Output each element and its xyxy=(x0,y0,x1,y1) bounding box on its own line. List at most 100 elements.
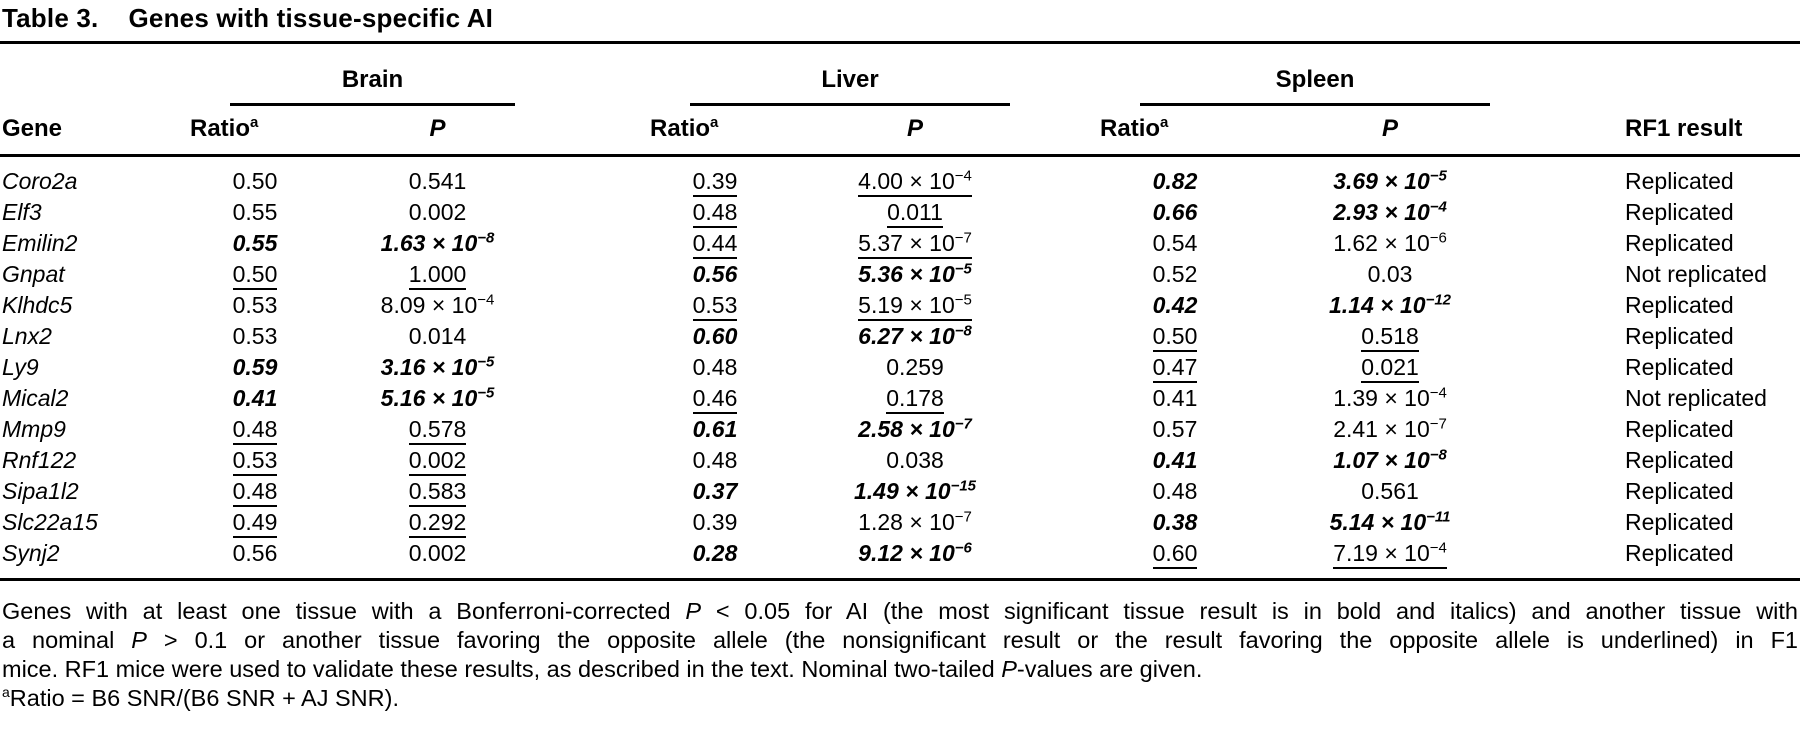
table-row: Mmp9 0.48 0.578 0.61 2.58 × 10−7 0.57 2.41 × 1… xyxy=(0,414,1800,445)
gene-cell: Mical2 xyxy=(2,385,69,411)
gene-cell: Slc22a15 xyxy=(2,509,98,535)
p-value-cell: 3.16 × 10−5 xyxy=(380,353,495,380)
spacer-cell xyxy=(1530,352,1560,383)
rf1-cell: Replicated xyxy=(1625,292,1734,318)
table-body: Coro2a 0.50 0.541 0.39 4.00 × 10−4 0.82 3.69 ×… xyxy=(0,156,1800,581)
ratio-cell: 0.52 xyxy=(1152,261,1198,287)
spacer-cell xyxy=(1530,290,1560,321)
table-row: Synj2 0.56 0.002 0.28 9.12 × 10−6 0.60 7.19 × … xyxy=(0,538,1800,581)
ratio-cell: 0.55 xyxy=(232,230,278,256)
spacer-cell xyxy=(1050,290,1100,321)
p-value-cell: 0.541 xyxy=(408,168,467,194)
footnote-line: mice. RF1 mice were used to validate the… xyxy=(2,656,1203,682)
table-row: Sipa1l2 0.48 0.583 0.37 1.49 × 10−15 0.48 0.56… xyxy=(0,476,1800,507)
spacer-cell xyxy=(1530,476,1560,507)
p-value-cell: 0.578 xyxy=(320,414,555,445)
p-value-cell: 0.002 xyxy=(408,199,467,225)
p-value-cell: 5.36 × 10−5 xyxy=(858,260,972,287)
rf1-cell: Replicated xyxy=(1560,538,1800,581)
rf1-cell: Replicated xyxy=(1625,447,1734,473)
gene-cell: Rnf122 xyxy=(2,447,77,473)
p-value-cell: 0.518 xyxy=(1250,321,1530,352)
spacer-cell xyxy=(555,414,650,445)
rf1-cell: Replicated xyxy=(1625,230,1734,256)
spacer-cell xyxy=(1530,414,1560,445)
spacer-cell xyxy=(555,383,650,414)
ratio-cell: 0.46 xyxy=(650,383,780,414)
spacer-cell xyxy=(1050,507,1100,538)
rf1-cell: Replicated xyxy=(1625,478,1734,504)
rf1-cell: Not replicated xyxy=(1625,385,1767,411)
spacer-cell xyxy=(555,507,650,538)
spacer-cell xyxy=(1050,321,1100,352)
rf1-cell: Replicated xyxy=(1625,509,1734,535)
p-value-cell: 6.27 × 10−8 xyxy=(858,322,972,349)
ratio-cell: 0.53 xyxy=(190,445,320,476)
ratio-cell: 0.60 xyxy=(1100,538,1251,581)
ratio-cell: 0.66 xyxy=(1152,199,1198,225)
rf1-cell: Replicated xyxy=(1625,199,1734,225)
p-value-cell: 1.62 × 10−6 xyxy=(1333,229,1447,256)
spacer-cell xyxy=(1050,259,1100,290)
ratio-cell: 0.61 xyxy=(692,416,738,442)
ratio-cell: 0.39 xyxy=(692,509,738,535)
ratio-cell: 0.48 xyxy=(692,447,738,473)
spacer-cell xyxy=(1530,445,1560,476)
ratio-cell: 0.50 xyxy=(190,259,320,290)
ratio-cell: 0.37 xyxy=(692,478,738,504)
table-title-text: Genes with tissue-specific AI xyxy=(128,3,494,33)
spacer-cell xyxy=(1530,259,1560,290)
p-value-cell: 5.19 × 10−5 xyxy=(780,290,1050,321)
ratio-cell: 0.48 xyxy=(692,354,738,380)
rf1-cell: Replicated xyxy=(1625,354,1734,380)
p-value-cell: 0.038 xyxy=(886,447,944,473)
p-value-cell: 8.09 × 10−4 xyxy=(380,291,495,318)
spacer-cell xyxy=(1050,156,1100,198)
spacer-cell xyxy=(555,445,650,476)
gene-cell: Synj2 xyxy=(0,538,190,581)
p-value-cell: 0.561 xyxy=(1361,478,1419,504)
tissue-header-brain: Brain xyxy=(230,66,516,106)
footnote-line: aRatio = B6 SNR/(B6 SNR + AJ SNR). xyxy=(2,684,399,711)
ratio-cell: 0.47 xyxy=(1100,352,1250,383)
p-value-cell: 1.14 × 10−12 xyxy=(1329,291,1452,318)
ratio-cell: 0.48 xyxy=(650,197,780,228)
gene-cell: Elf3 xyxy=(2,199,42,225)
gene-cell: Gnpat xyxy=(2,261,65,287)
gene-cell: Klhdc5 xyxy=(2,292,73,318)
tissue-header-row: Brain Liver Spleen xyxy=(0,44,1800,106)
table-row: Gnpat 0.50 1.000 0.56 5.36 × 10−5 0.52 0.03 Not… xyxy=(0,259,1800,290)
spacer-cell xyxy=(555,259,650,290)
p-header-spleen: P xyxy=(1250,106,1531,157)
table-row: Ly9 0.59 3.16 × 10−5 0.48 0.259 0.47 0.021 Repl… xyxy=(0,352,1800,383)
gene-cell: Lnx2 xyxy=(2,323,52,349)
table-title: Table 3. Genes with tissue-specific AI xyxy=(0,0,1800,44)
ratio-cell: 0.53 xyxy=(650,290,780,321)
spacer-cell xyxy=(555,290,650,321)
spacer-cell xyxy=(1530,228,1560,259)
ratio-cell: 0.56 xyxy=(190,538,320,581)
ratio-cell: 0.41 xyxy=(1152,385,1198,411)
spacer-cell xyxy=(555,197,650,228)
ratio-cell: 0.38 xyxy=(1152,509,1198,535)
p-header-brain: P xyxy=(320,106,556,157)
gene-cell: Mmp9 xyxy=(2,416,66,442)
spacer-cell xyxy=(1050,414,1100,445)
gene-cell: Ly9 xyxy=(2,354,39,380)
ratio-cell: 0.48 xyxy=(1152,478,1198,504)
p-value-cell: 2.41 × 10−7 xyxy=(1333,415,1447,442)
p-value-cell: 0.002 xyxy=(320,538,556,581)
spacer-cell xyxy=(1050,538,1101,581)
ratio-cell: 0.56 xyxy=(692,261,738,287)
spacer-cell xyxy=(1050,352,1100,383)
ratio-cell: 0.41 xyxy=(232,385,278,411)
ratio-cell: 0.50 xyxy=(1100,321,1250,352)
table-row: Elf3 0.55 0.002 0.48 0.011 0.66 2.93 × 10−4 Rep… xyxy=(0,197,1800,228)
p-value-cell: 4.00 × 10−4 xyxy=(780,156,1050,197)
spacer-cell xyxy=(555,321,650,352)
table-row: Coro2a 0.50 0.541 0.39 4.00 × 10−4 0.82 3.69 ×… xyxy=(0,156,1800,198)
spacer-cell xyxy=(555,352,650,383)
p-value-cell: 7.19 × 10−4 xyxy=(1250,538,1531,581)
p-value-cell: 5.14 × 10−11 xyxy=(1329,508,1451,535)
